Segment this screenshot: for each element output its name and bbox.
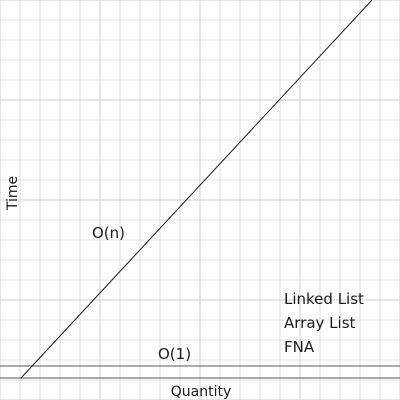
- legend-item-fna: FNA: [284, 338, 315, 356]
- x-axis-label: Quantity: [171, 384, 232, 400]
- annotation-o-1: O(1): [158, 345, 191, 363]
- annotation-o-n: O(n): [92, 224, 125, 242]
- series-line-o-n: [20, 0, 373, 379]
- legend-item-linked-list: Linked List: [284, 290, 364, 308]
- legend-item-array-list: Array List: [284, 314, 356, 332]
- y-axis-label: Time: [5, 176, 21, 211]
